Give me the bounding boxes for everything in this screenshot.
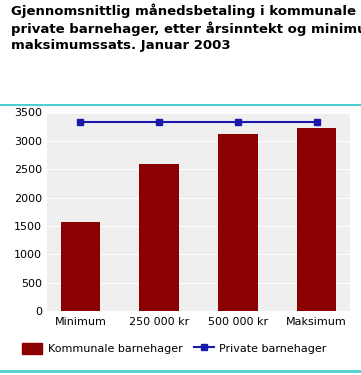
Legend: Kommunale barnehager, Private barnehager: Kommunale barnehager, Private barnehager [22,343,326,354]
Bar [218,134,258,311]
Bar [139,164,179,311]
Text: Gjennomsnittlig månedsbetaling i kommunale og
private barnehager, etter årsinnte: Gjennomsnittlig månedsbetaling i kommuna… [11,4,361,52]
Bar [61,222,100,311]
Bar [297,128,336,311]
